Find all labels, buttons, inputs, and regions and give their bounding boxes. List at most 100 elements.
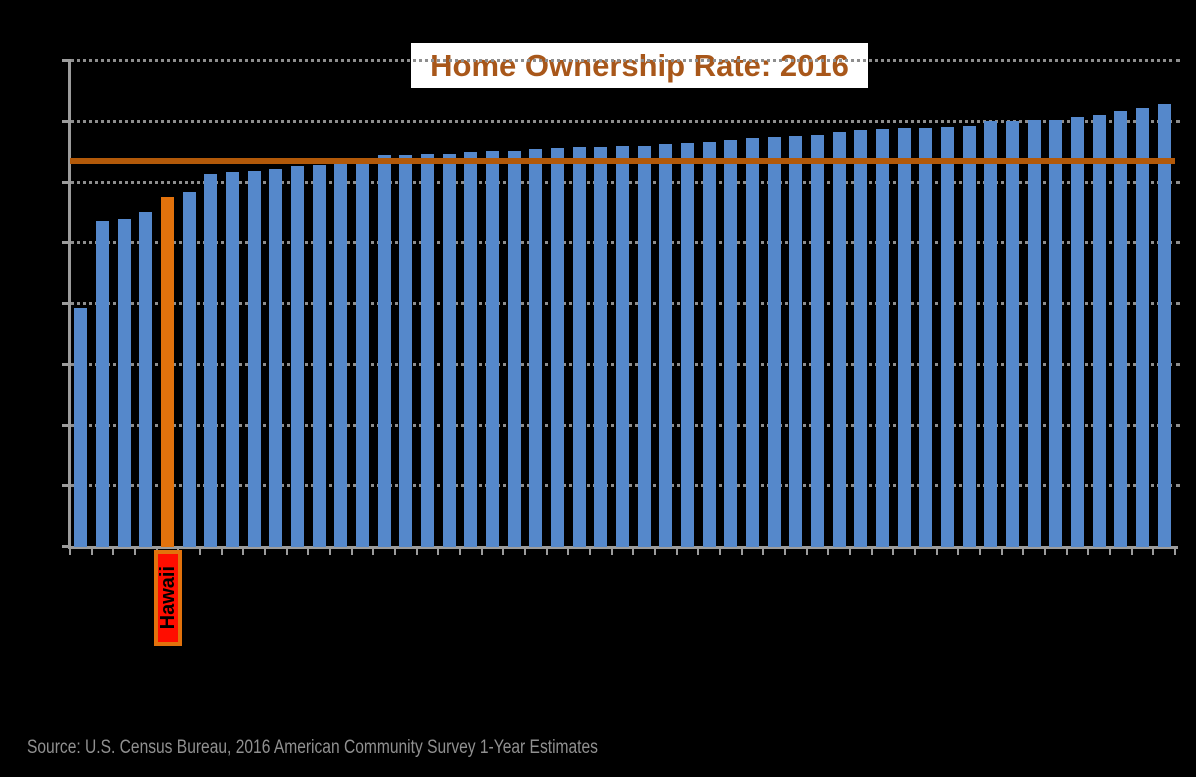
x-axis-tick	[545, 549, 548, 555]
bar-state	[767, 136, 781, 547]
x-axis-tick	[1130, 549, 1133, 555]
x-axis-tick	[480, 549, 483, 555]
x-axis-tick	[437, 549, 440, 555]
bar-state	[1027, 120, 1041, 547]
bar-state	[377, 154, 391, 547]
bar-state	[702, 142, 716, 547]
y-axis-tick	[62, 119, 71, 123]
hawaii-callout-label: Hawaii	[156, 566, 179, 630]
x-axis-tick	[1174, 549, 1176, 555]
x-axis-tick	[372, 549, 375, 555]
x-axis-tick	[199, 549, 201, 555]
x-axis-tick	[784, 549, 786, 555]
x-axis-tick	[524, 549, 526, 555]
bar-state	[356, 163, 369, 547]
x-axis-tick	[220, 549, 223, 555]
bar-state	[1092, 114, 1106, 547]
x-axis-tick	[285, 549, 288, 555]
x-axis-tick	[979, 549, 981, 555]
bar-state	[1157, 103, 1171, 547]
y-axis-tick	[62, 241, 71, 245]
gridline-80	[70, 59, 1180, 62]
x-axis-tick	[329, 549, 331, 555]
x-axis-tick	[567, 549, 570, 555]
bar-state	[421, 154, 434, 547]
bar-state	[399, 154, 413, 547]
y-axis-tick	[62, 302, 71, 305]
bar-state	[572, 147, 586, 547]
x-axis-tick	[350, 549, 353, 555]
x-axis-tick	[957, 549, 960, 555]
x-axis-tick	[610, 549, 613, 555]
x-axis-tick	[762, 549, 765, 555]
bar-state	[1071, 117, 1084, 547]
bar-state	[486, 151, 499, 547]
bar-state	[832, 131, 846, 547]
bar-state	[1136, 107, 1149, 547]
x-axis-tick	[849, 549, 851, 555]
bar-state	[269, 169, 283, 547]
x-axis-tick	[914, 549, 916, 555]
bar-state	[897, 128, 911, 547]
x-axis-tick	[134, 549, 136, 555]
x-axis-tick	[1087, 549, 1090, 555]
bar-state	[291, 166, 304, 547]
x-axis-tick	[1152, 549, 1155, 555]
x-axis-tick	[892, 549, 895, 555]
bar-state	[876, 128, 889, 547]
x-axis-tick	[1065, 549, 1068, 555]
bar-state	[464, 151, 478, 547]
bar-state	[616, 146, 629, 547]
x-axis-tick	[112, 549, 115, 555]
bar-state	[1006, 120, 1019, 547]
bar-state	[96, 220, 109, 547]
bar-state	[789, 135, 803, 547]
x-axis-tick	[935, 549, 938, 555]
y-axis-tick	[62, 484, 71, 488]
bar-state	[312, 165, 326, 547]
x-axis-tick	[740, 549, 743, 555]
y-axis-tick	[62, 59, 71, 62]
x-axis-tick	[827, 549, 830, 555]
bar-state	[139, 211, 153, 547]
x-axis-tick	[394, 549, 396, 555]
source-note: Source: U.S. Census Bureau, 2016 America…	[27, 737, 598, 758]
bar-state	[1114, 111, 1128, 547]
gridline-70	[70, 119, 1180, 123]
x-axis-tick	[719, 549, 721, 555]
x-axis-tick	[69, 549, 71, 555]
x-axis-tick	[1109, 549, 1111, 555]
x-axis-tick	[1000, 549, 1003, 555]
bar-state	[681, 142, 694, 547]
x-axis-tick	[1022, 549, 1025, 555]
bar-state	[962, 125, 976, 547]
bar-state	[984, 120, 998, 547]
bar-state	[941, 127, 954, 547]
bar-state	[529, 149, 543, 547]
x-axis-tick	[1044, 549, 1046, 555]
bar-state	[507, 150, 521, 547]
bar-state	[74, 307, 88, 547]
bar-state	[724, 139, 738, 547]
x-axis	[68, 546, 1178, 549]
bar-state	[637, 145, 651, 547]
y-axis-tick	[62, 545, 71, 548]
bar-state	[1049, 119, 1063, 547]
x-axis-tick	[307, 549, 310, 555]
bar-hawaii	[161, 196, 174, 547]
bar-state	[182, 192, 196, 547]
x-axis-tick	[502, 549, 505, 555]
bar-state	[746, 138, 759, 547]
bar-state	[442, 153, 456, 547]
bar-state	[247, 170, 261, 547]
x-axis-tick	[415, 549, 418, 555]
bar-state	[919, 128, 933, 547]
x-axis-tick	[675, 549, 678, 555]
bar-state	[117, 219, 131, 547]
bar-state	[594, 146, 608, 547]
bar-state	[334, 164, 348, 547]
bar-state	[226, 171, 239, 547]
x-axis-tick	[870, 549, 873, 555]
x-axis-tick	[632, 549, 635, 555]
